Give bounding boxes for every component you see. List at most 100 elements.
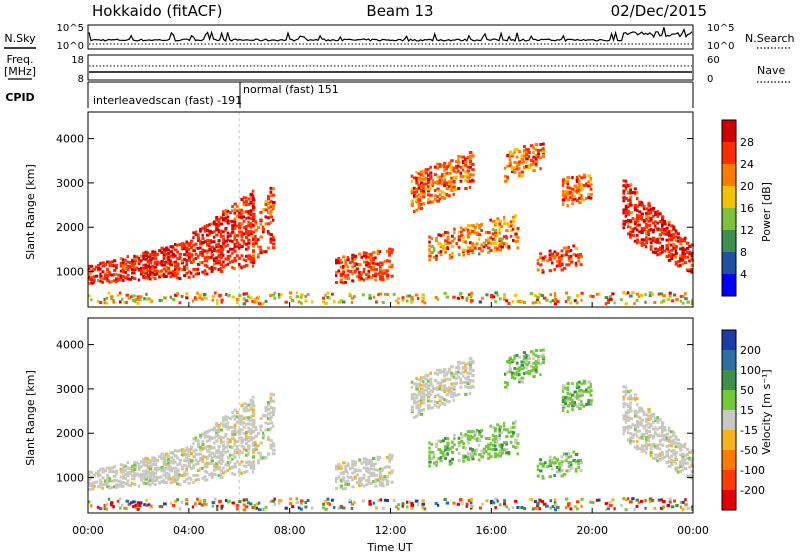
power-echo xyxy=(187,247,191,251)
velocity-echo xyxy=(212,446,216,450)
velocity-echo xyxy=(259,428,262,432)
power-echo xyxy=(688,244,692,248)
power-echo xyxy=(436,181,440,185)
velocity-echo xyxy=(144,463,148,467)
velocity-echo xyxy=(670,439,673,443)
power-echo xyxy=(376,252,380,255)
velocity-echo xyxy=(558,470,562,474)
velocity-echo xyxy=(369,474,373,477)
power-echo xyxy=(337,269,341,273)
velocity-echo xyxy=(201,443,205,447)
velocity-echo xyxy=(247,416,250,420)
power-echo xyxy=(658,212,662,216)
velocity-echo xyxy=(212,455,216,459)
velocity-echo xyxy=(238,452,241,456)
velocity-echo xyxy=(627,418,631,422)
velocity-echo xyxy=(527,372,532,376)
power-echo xyxy=(645,239,648,243)
velocity-echo xyxy=(171,461,175,465)
velocity-echo xyxy=(665,450,670,453)
velocity-echo xyxy=(493,434,498,438)
power-echo xyxy=(667,242,671,246)
power-echo xyxy=(475,242,479,246)
velocity-echo xyxy=(667,436,671,440)
power-echo xyxy=(647,212,651,215)
power-echo xyxy=(638,241,641,245)
velocity-echo xyxy=(507,508,511,511)
velocity-echo xyxy=(604,508,608,512)
power-echo xyxy=(272,218,275,222)
power-echo xyxy=(118,300,122,304)
velocity-echo xyxy=(134,506,137,510)
power-echo xyxy=(665,244,670,247)
power-echo xyxy=(464,187,468,190)
velocity-echo xyxy=(235,445,239,448)
velocity-echo xyxy=(462,459,465,463)
velocity-echo xyxy=(222,444,226,447)
power-echo xyxy=(196,262,201,266)
velocity-echo xyxy=(164,452,169,456)
power-echo xyxy=(466,231,470,235)
power-echo xyxy=(457,164,460,168)
velocity-echo xyxy=(124,472,128,476)
power-echo xyxy=(466,249,470,253)
power-echo xyxy=(112,273,117,277)
power-echo xyxy=(115,263,119,267)
power-echo xyxy=(503,235,507,239)
power-echo xyxy=(176,272,179,276)
power-echo xyxy=(203,269,207,273)
power-echo xyxy=(432,249,436,253)
velocity-echo xyxy=(636,402,639,406)
power-echo xyxy=(676,236,681,240)
velocity-echo xyxy=(461,366,465,369)
power-echo xyxy=(498,239,501,243)
power-echo xyxy=(217,248,221,252)
velocity-echo xyxy=(367,475,371,479)
power-echo xyxy=(469,249,473,252)
velocity-echo xyxy=(162,456,166,460)
velocity-echo xyxy=(422,388,426,392)
velocity-echo xyxy=(568,392,572,396)
power-echo xyxy=(231,209,234,213)
power-echo xyxy=(155,260,160,264)
power-echo xyxy=(304,299,308,303)
velocity-echo xyxy=(505,451,508,455)
velocity-echo xyxy=(468,357,473,360)
power-echo xyxy=(574,261,578,265)
velocity-echo xyxy=(238,431,242,435)
velocity-echo xyxy=(385,475,389,479)
noise-panel-frame xyxy=(87,24,694,50)
velocity-echo xyxy=(450,461,454,465)
power-echo xyxy=(491,237,495,241)
velocity-echo xyxy=(206,445,210,449)
velocity-echo xyxy=(414,499,419,503)
velocity-echo xyxy=(99,482,102,486)
velocity-echo xyxy=(183,474,187,477)
power-echo xyxy=(103,275,107,278)
power-echo xyxy=(492,295,496,299)
velocity-echo xyxy=(272,410,276,414)
velocity-echo xyxy=(101,467,105,471)
velocity-echo xyxy=(473,449,477,453)
velocity-echo xyxy=(645,413,649,417)
power-echo xyxy=(254,222,258,226)
power-echo xyxy=(424,182,429,186)
velocity-echo xyxy=(663,428,667,432)
power-echo xyxy=(417,184,421,188)
velocity-echo xyxy=(644,499,647,503)
velocity-echo xyxy=(235,451,240,454)
velocity-echo xyxy=(125,499,129,503)
date-title: 02/Dec/2015 xyxy=(611,2,707,20)
velocity-echo xyxy=(688,456,691,460)
power-echo xyxy=(217,268,221,271)
frequency-left-tick-top: 18 xyxy=(71,55,84,66)
power-echo xyxy=(627,219,630,222)
power-echo xyxy=(647,219,651,223)
velocity-echo xyxy=(667,438,671,442)
cpid-label: CPID xyxy=(5,91,34,104)
power-echo xyxy=(235,241,240,245)
velocity-echo xyxy=(96,505,100,509)
velocity-echo xyxy=(238,462,241,466)
velocity-echo xyxy=(235,430,239,434)
velocity-echo xyxy=(555,465,559,469)
